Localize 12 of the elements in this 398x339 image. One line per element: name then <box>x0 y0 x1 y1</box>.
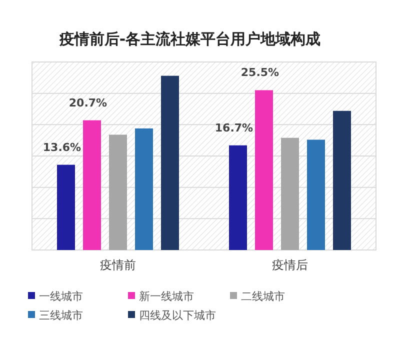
chart-title: 疫情前后-各主流社媒平台用户地域构成 <box>58 30 321 48</box>
legend-label: 三线城市 <box>39 309 83 322</box>
data-label: 16.7% <box>214 121 254 134</box>
x-tick-label: 疫情前 <box>100 258 136 272</box>
x-tick-label: 疫情后 <box>272 258 308 272</box>
legend-label: 四线及以下城市 <box>139 309 216 322</box>
legend-label: 一线城市 <box>39 290 83 303</box>
legend-label: 二线城市 <box>241 290 285 303</box>
data-label: 13.6% <box>42 140 82 154</box>
legend-label: 新一线城市 <box>139 290 194 303</box>
data-label: 25.5% <box>240 66 280 80</box>
data-label: 20.7% <box>68 96 108 110</box>
